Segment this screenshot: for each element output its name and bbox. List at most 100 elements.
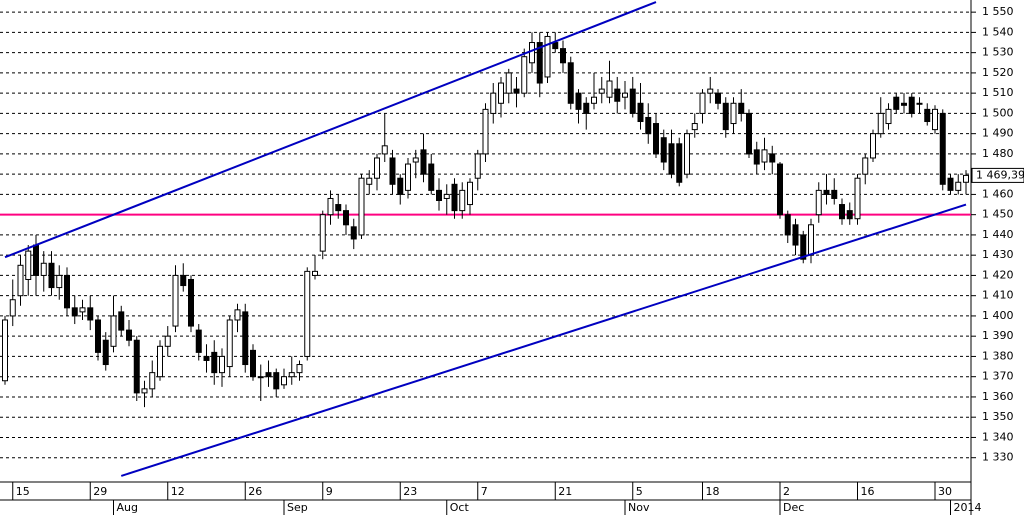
candle-body	[575, 92, 582, 110]
y-tick-label: 1 460	[982, 187, 1014, 200]
last-price-label: 1 469,39	[976, 168, 1024, 181]
candle-body	[389, 157, 396, 185]
candle-body	[901, 102, 907, 106]
candle-body	[513, 88, 520, 94]
month-label: Nov	[628, 501, 650, 514]
candle-body	[71, 307, 78, 317]
month-label: Oct	[450, 501, 470, 514]
candle-body	[839, 204, 845, 220]
x-tick-label: 30	[938, 485, 952, 498]
candle-body	[862, 157, 869, 175]
candle-body	[792, 224, 799, 246]
candle-body	[33, 244, 39, 276]
y-tick-label: 1 380	[982, 349, 1014, 362]
candle-body	[761, 149, 768, 163]
candle-body	[916, 102, 923, 105]
candle-body	[40, 262, 47, 276]
x-tick-label: 9	[326, 485, 333, 498]
candle-body	[195, 329, 202, 353]
candle-body	[405, 163, 411, 191]
candle-body	[567, 62, 574, 104]
candle-body	[126, 329, 132, 341]
candle-body	[141, 388, 148, 394]
y-tick-label: 1 340	[982, 430, 1014, 443]
candle-body	[614, 88, 621, 102]
candle-body	[48, 262, 55, 289]
candle-body	[118, 311, 125, 331]
candle-body	[250, 349, 256, 378]
candle-body	[397, 177, 404, 195]
x-tick-label: 21	[558, 485, 572, 498]
candle-body	[443, 193, 450, 199]
candle-body	[343, 210, 349, 226]
candle-body	[149, 372, 156, 390]
candle-body	[699, 92, 706, 114]
candle-body	[188, 278, 194, 327]
y-tick-label: 1 440	[982, 228, 1014, 241]
candle-body	[203, 355, 210, 361]
candle-body	[529, 42, 535, 64]
y-tick-label: 1 390	[982, 329, 1014, 342]
candle-body	[932, 108, 938, 131]
candle-body	[172, 274, 179, 327]
candle-body	[583, 102, 590, 114]
candle-body	[436, 189, 442, 201]
y-tick-label: 1 520	[982, 66, 1014, 79]
y-tick-label: 1 450	[982, 208, 1014, 221]
candle-body	[676, 143, 683, 183]
candle-body	[715, 92, 721, 104]
candle-body	[505, 72, 512, 94]
candle-body	[753, 149, 760, 165]
candle-body	[467, 181, 473, 206]
candle-body	[490, 92, 497, 114]
candle-body	[312, 270, 318, 276]
month-label: Aug	[117, 501, 138, 514]
candle-body	[350, 226, 357, 240]
candle-body	[963, 174, 969, 183]
candle-body	[133, 339, 140, 394]
candle-body	[335, 204, 342, 212]
candle-body	[9, 299, 16, 317]
x-tick-label: 5	[636, 485, 643, 498]
candle-body	[939, 112, 946, 185]
candle-body	[288, 372, 295, 378]
candle-body	[428, 163, 435, 191]
candle-body	[87, 307, 94, 321]
candle-body	[885, 108, 892, 125]
candle-body	[257, 376, 264, 379]
candle-body	[622, 92, 628, 98]
candle-body	[420, 149, 427, 175]
month-label: Sep	[287, 501, 308, 514]
y-tick-label: 1 430	[982, 248, 1014, 261]
candle-body	[219, 355, 225, 374]
candle-body	[668, 143, 675, 175]
candle-body	[877, 112, 884, 135]
candle-body	[560, 48, 566, 64]
y-tick-label: 1 530	[982, 46, 1014, 59]
candle-body	[164, 335, 171, 347]
y-tick-label: 1 510	[982, 86, 1014, 99]
candle-body	[157, 345, 163, 378]
candle-body	[815, 189, 822, 216]
candle-body	[823, 189, 830, 195]
candle-body	[296, 364, 303, 374]
candle-body	[358, 177, 365, 236]
x-tick-label: 12	[171, 485, 185, 498]
x-tick-label: 15	[16, 485, 30, 498]
x-tick-label: 2	[783, 485, 790, 498]
candle-body	[521, 56, 528, 94]
trend-line	[4, 1, 657, 259]
candle-body	[474, 153, 481, 179]
candle-body	[180, 274, 187, 287]
candle-body	[591, 96, 597, 104]
candle-body	[536, 42, 543, 84]
y-tick-label: 1 330	[982, 451, 1014, 464]
candle-body	[722, 102, 729, 131]
candle-body	[684, 133, 690, 175]
candle-body	[273, 372, 280, 390]
x-tick-label: 23	[403, 485, 417, 498]
candle-body	[653, 123, 659, 155]
candle-body	[947, 177, 954, 191]
